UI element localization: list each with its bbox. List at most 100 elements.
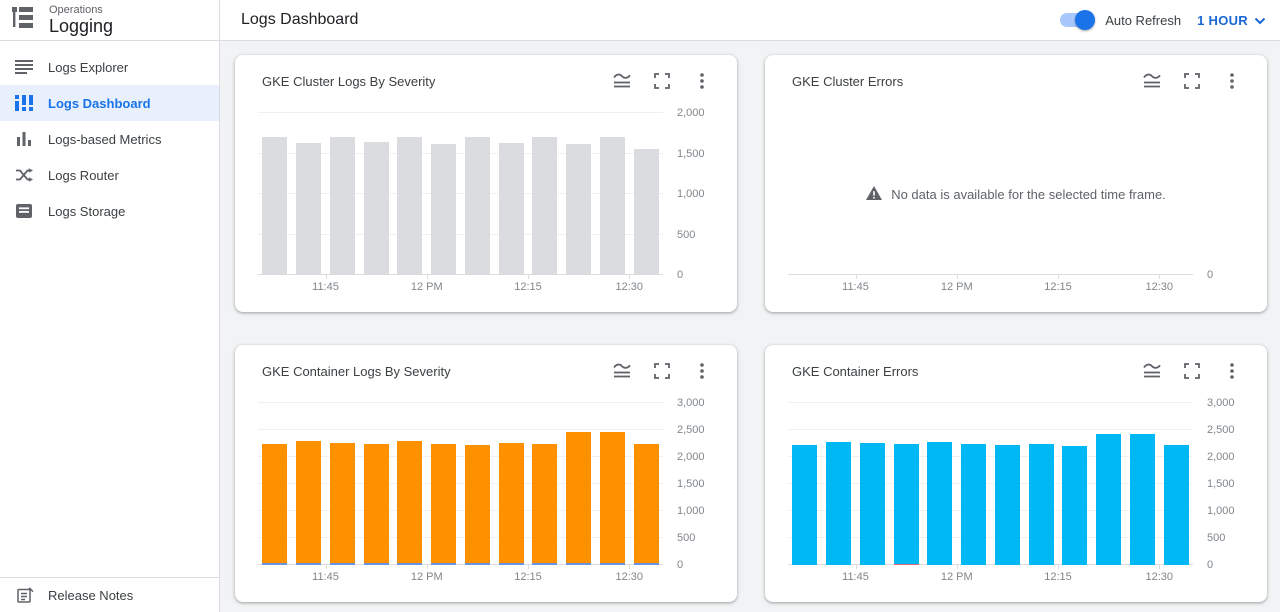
y-axis-tick-label: 500 [677,228,696,241]
gridline [258,456,663,457]
x-axis-tick-label: 12:15 [514,571,542,583]
y-axis-tick-label: 2,000 [677,451,705,463]
bar-segment-logs[interactable] [566,144,592,275]
bar-segment-base-severity[interactable] [566,562,592,565]
card-title: GKE Cluster Errors [792,73,904,89]
bar-segment-errors[interactable] [1096,433,1122,565]
bar-segment-main-severity[interactable] [532,443,558,563]
fullscreen-icon[interactable] [1182,362,1202,380]
bar-segment-main-severity[interactable] [431,443,457,563]
x-axis-tick-mark [528,565,529,569]
y-axis-tick-label: 500 [677,532,696,544]
chart-options-icon[interactable] [1142,72,1162,90]
bar-segment-errors[interactable] [961,444,987,565]
more-options-icon[interactable] [1222,362,1242,380]
card-gke-container-logs-by-severity: GKE Container Logs By Severity [235,345,737,602]
y-axis-tick-label: 0 [677,269,684,281]
auto-refresh-toggle-thumb[interactable] [1075,10,1096,30]
bar-segment-logs[interactable] [532,137,558,275]
chart-options-icon[interactable] [612,72,632,90]
bar-segment-logs[interactable] [363,141,389,275]
bar-segment-main-severity[interactable] [633,444,659,563]
x-axis-tick-label: 12 PM [410,571,443,583]
fullscreen-icon[interactable] [652,72,672,90]
more-options-icon[interactable] [1222,72,1242,90]
bar-segment-logs[interactable] [633,149,659,275]
bar-segment-main-severity[interactable] [599,432,625,563]
bar-segment-base-severity[interactable] [431,562,457,565]
bar-segment-main-severity[interactable] [262,444,288,563]
bar-segment-main-severity[interactable] [296,441,322,563]
bar-segment-base-severity[interactable] [464,562,490,565]
sidebar-item-logs-explorer[interactable]: Logs Explorer [0,49,219,85]
bar-segment-base-severity[interactable] [633,562,659,565]
bar-segment-errors[interactable] [927,441,953,565]
x-axis-tick-label: 12:15 [1044,571,1072,583]
bar-segment-base-severity[interactable] [296,562,322,565]
gridline [258,510,663,511]
bar-segment-errors[interactable] [994,445,1020,565]
card-gke-container-errors: GKE Container Errors [765,345,1267,602]
bar-segment-main-severity[interactable] [397,441,423,563]
bar-segment-errors[interactable] [1062,445,1088,565]
bar-segment-base-severity[interactable] [498,562,524,565]
card-title: GKE Container Logs By Severity [262,363,451,379]
sidebar-item-logs-storage[interactable]: Logs Storage [0,193,219,229]
bar-segment-base-severity[interactable] [532,562,558,565]
chart-options-icon[interactable] [1142,362,1162,380]
bar-segment-main-severity[interactable] [464,444,490,563]
bar-segment-logs[interactable] [262,137,288,275]
bar-segment-errors[interactable] [1028,443,1054,565]
sidebar-item-logs-dashboard[interactable]: Logs Dashboard [0,85,219,121]
bar-segment-errors[interactable] [893,443,919,564]
sidebar-item-logs-router[interactable]: Logs Router [0,157,219,193]
bar-segment-logs[interactable] [599,137,625,275]
bar-segment-logs[interactable] [498,142,524,275]
sidebar-item-release-notes[interactable]: Release Notes [0,577,219,612]
bar-segment-errors[interactable] [1163,445,1189,565]
bar-segment-base-severity[interactable] [262,562,288,565]
bar-segment-base-severity[interactable] [363,562,389,565]
page-header: Logs Dashboard Auto Refresh 1 HOUR [220,0,1280,41]
fullscreen-icon[interactable] [1182,72,1202,90]
product-logo[interactable]: Operations Logging [0,0,219,41]
gridline [258,233,663,235]
sidebar-item-logs-based-metrics[interactable]: Logs-based Metrics [0,121,219,157]
auto-refresh-toggle[interactable] [1060,10,1096,30]
bar-segment-base-severity[interactable] [397,562,423,565]
bar-segment-error-base[interactable] [893,563,919,565]
time-range-value: 1 HOUR [1197,12,1248,28]
sidebar-item-label: Logs-based Metrics [48,131,162,147]
product-label: Operations [49,3,103,16]
bar-segment-errors[interactable] [826,441,852,565]
bar-segment-base-severity[interactable] [329,562,355,565]
bar-segment-errors[interactable] [792,444,818,565]
bar-segment-logs[interactable] [431,144,457,275]
bar-segment-logs[interactable] [464,137,490,275]
bar-segment-logs[interactable] [296,143,322,275]
y-axis-tick-label: 2,000 [677,107,705,119]
x-axis-line [788,564,1193,565]
logging-logo-icon [10,6,36,35]
bar-segment-errors[interactable] [1129,433,1155,565]
logs-storage-icon [12,204,36,218]
bar-segment-logs[interactable] [397,136,423,275]
bar-segment-main-severity[interactable] [329,442,355,563]
gridline [258,152,663,154]
more-options-icon[interactable] [692,72,712,90]
card-title: GKE Container Errors [792,363,919,379]
chart-options-icon[interactable] [612,362,632,380]
bar-segment-base-severity[interactable] [599,562,625,565]
gridline [258,112,663,113]
card-title: GKE Cluster Logs By Severity [262,73,436,89]
time-range-selector[interactable]: 1 HOUR [1197,13,1266,28]
bar-segment-main-severity[interactable] [498,442,524,563]
fullscreen-icon[interactable] [652,362,672,380]
more-options-icon[interactable] [692,362,712,380]
card-gke-cluster-errors: GKE Cluster Errors [765,55,1267,312]
x-axis-tick-label: 12:30 [615,281,644,293]
bar-segment-main-severity[interactable] [566,432,592,563]
bar-segment-errors[interactable] [859,443,885,565]
bar-segment-main-severity[interactable] [363,443,389,563]
bar-segment-logs[interactable] [329,137,355,275]
